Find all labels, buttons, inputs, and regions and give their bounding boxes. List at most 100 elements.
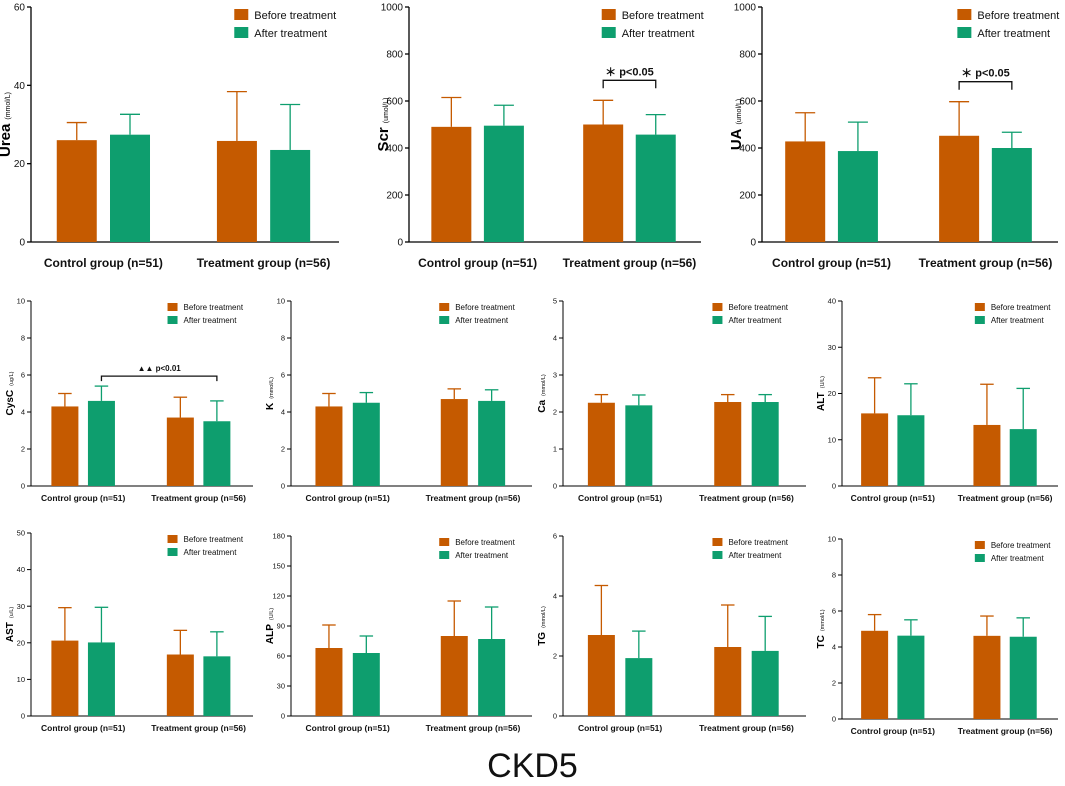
chart-ua: 0 200 400 600 800 1000 UA (umol/L) Control group… (728, 3, 1059, 271)
legend-after-label: After treatment (977, 28, 1050, 40)
y-tick-label: 2 (21, 445, 25, 454)
y-axis-unit: (U/L) (269, 608, 275, 620)
bar-before-treatment (973, 424, 1001, 486)
legend-before-swatch (957, 9, 972, 20)
bar-before-treatment (166, 417, 194, 486)
legend-before-swatch (601, 9, 616, 20)
y-tick-label: 40 (14, 81, 26, 92)
category-label: Treatment group (n=56) (426, 723, 521, 733)
bar-after-control (625, 405, 653, 486)
y-tick-label: 0 (750, 238, 756, 249)
bar-after-control (897, 635, 925, 719)
y-axis-unit: (mmol/L) (541, 606, 547, 628)
y-tick-label: 8 (832, 571, 836, 580)
significance-label: ＊ p<0.05 (961, 68, 1010, 80)
bar-after-control (625, 658, 653, 716)
bar-before-control (861, 630, 889, 719)
y-tick-label: 30 (828, 343, 836, 352)
bar-after-control (87, 642, 115, 716)
legend-after-label: After treatment (184, 316, 238, 325)
y-axis-label: UA (umol/L) (728, 99, 745, 150)
category-label: Treatment group (n=56) (699, 723, 794, 733)
legend-before-label: Before treatment (184, 303, 244, 312)
y-tick-label: 60 (277, 652, 285, 661)
legend-before-swatch (974, 541, 985, 549)
bar-before-treatment (440, 399, 468, 486)
bar-before-control (785, 141, 826, 242)
y-tick-label: 0 (21, 712, 25, 721)
bar-after-treatment (203, 421, 231, 486)
legend-before-label: Before treatment (991, 541, 1051, 550)
category-label: Control group (n=51) (305, 723, 389, 733)
y-tick-label: 8 (21, 334, 25, 343)
legend-before-label: Before treatment (977, 10, 1059, 22)
category-label: Treatment group (n=56) (958, 726, 1053, 736)
y-axis-label: K (mmol/L) (265, 377, 276, 410)
legend-after-swatch (439, 551, 450, 559)
bar-after-treatment (751, 402, 779, 486)
y-tick-label: 4 (281, 408, 285, 417)
legend-after-label: After treatment (728, 551, 782, 560)
y-tick-label: 2 (553, 652, 557, 661)
y-tick-label: 4 (21, 408, 25, 417)
category-label: Treatment group (n=56) (151, 493, 246, 503)
chart-tc: 0 2 4 6 8 10 TC (mmol/L) Control group (n=51) Tre… (816, 535, 1058, 736)
bar-before-control (431, 126, 472, 242)
category-label: Treatment group (n=56) (958, 493, 1053, 503)
y-tick-label: 0 (21, 482, 25, 491)
legend-after-swatch (167, 316, 178, 324)
y-tick-label: 600 (739, 97, 756, 108)
y-tick-label: 10 (828, 435, 836, 444)
y-tick-label: 200 (739, 191, 756, 202)
legend-before-label: Before treatment (622, 10, 704, 22)
bar-before-control (315, 648, 343, 716)
y-axis-title: ALT (816, 392, 827, 411)
category-label: Control group (n=51) (44, 256, 163, 270)
legend-before-swatch (167, 303, 178, 311)
legend-after-swatch (957, 27, 972, 38)
y-axis-title: Urea (0, 123, 14, 157)
y-axis-label: ALP (U/L) (265, 608, 276, 644)
legend-before-label: Before treatment (728, 303, 788, 312)
bar-before-control (51, 640, 79, 716)
y-tick-label: 6 (832, 607, 836, 616)
chart-tg: 0 2 4 6 TG (mmol/L) Control group (n=51) Treatm… (537, 532, 806, 733)
legend-after-swatch (439, 316, 450, 324)
bar-after-treatment (991, 148, 1032, 242)
y-tick-label: 120 (272, 592, 285, 601)
y-tick-label: 30 (17, 602, 25, 611)
y-axis-label: AST (u/L) (5, 607, 16, 642)
y-tick-label: 10 (828, 535, 836, 544)
y-axis-title: AST (5, 622, 16, 642)
bar-before-treatment (939, 135, 980, 242)
chart-urea: 0 20 40 60 Urea (mmol/L) Control group (n=51) T… (0, 3, 339, 270)
y-tick-label: 50 (17, 529, 25, 538)
y-axis-title: K (265, 402, 276, 410)
y-axis-title: UA (728, 128, 745, 150)
y-axis-unit: (mmol/L) (541, 374, 547, 396)
y-axis-title: TG (537, 632, 548, 646)
category-label: Treatment group (n=56) (197, 256, 331, 270)
bar-after-treatment (478, 639, 506, 716)
y-tick-label: 5 (553, 297, 557, 306)
chart-ast: 0 10 20 30 40 50 AST (u/L) Control group (n=51) T… (5, 529, 253, 733)
legend-before-swatch (167, 535, 178, 543)
legend-after-swatch (601, 27, 616, 38)
legend-after-swatch (712, 316, 723, 324)
legend-before-label: Before treatment (455, 303, 515, 312)
y-tick-label: 2 (281, 445, 285, 454)
y-axis-label: Urea (mmol/L) (0, 92, 14, 157)
y-axis-title: ALP (265, 624, 276, 644)
y-tick-label: 6 (281, 371, 285, 380)
y-tick-label: 4 (553, 592, 557, 601)
y-tick-label: 600 (386, 97, 403, 108)
legend-after-swatch (712, 551, 723, 559)
bar-before-control (51, 406, 79, 486)
legend-before-label: Before treatment (991, 303, 1051, 312)
chart-ca: 0 1 2 3 4 5 Ca (mmol/L) Control group (n=51) Trea… (537, 297, 806, 503)
y-tick-label: 20 (17, 638, 25, 647)
bar-before-control (861, 413, 889, 486)
legend-after-label: After treatment (455, 316, 509, 325)
bar-before-treatment (714, 647, 742, 716)
